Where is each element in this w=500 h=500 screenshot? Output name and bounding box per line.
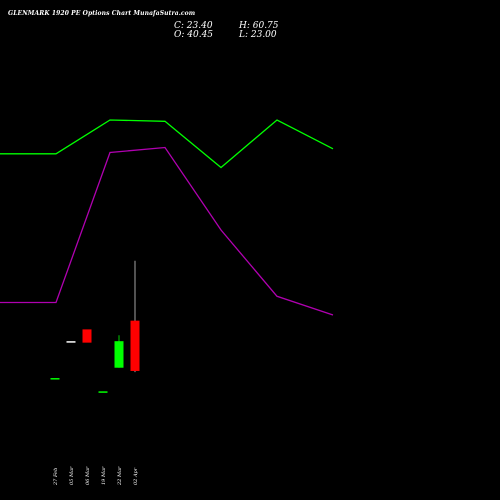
candles [50, 260, 140, 393]
x-axis-labels: 27 Feb 05 Mar 06 Mar 19 Mar 22 Mar 02 Apr [53, 466, 139, 486]
chart-title: GLENMARK 1920 PE Options Chart MunafaSut… [8, 10, 196, 17]
indicator-line-1 [0, 119, 334, 169]
open-value: O: 40.45 [174, 30, 214, 40]
x-axis-label: 19 Mar [101, 466, 107, 485]
high-value: H: 60.75 [239, 21, 279, 31]
x-axis-label: 05 Mar [69, 466, 75, 485]
low-value: L: 23.00 [239, 30, 277, 40]
x-axis-label: 06 Mar [85, 466, 91, 485]
x-axis-label: 27 Feb [53, 468, 59, 486]
candle-body [50, 378, 60, 380]
candle-body [98, 391, 108, 393]
indicator-line-2 [0, 146, 334, 316]
candle-body [82, 329, 92, 343]
indicator-lines [0, 119, 334, 316]
close-value: C: 23.40 [174, 21, 213, 31]
x-axis-label: 02 Apr [133, 467, 139, 485]
candle-body [130, 320, 140, 371]
candle-body [114, 341, 124, 368]
x-axis-label: 22 Mar [117, 466, 123, 486]
candle-body [66, 341, 76, 343]
